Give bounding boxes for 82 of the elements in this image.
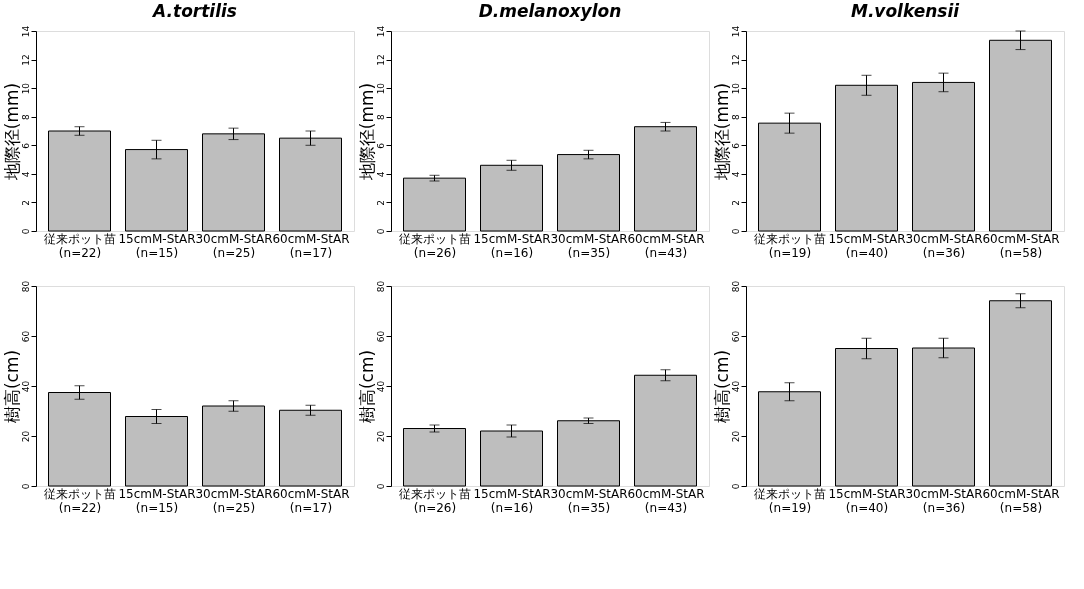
y-tick-label: 20 (375, 430, 386, 443)
x-tick-label: 従来ポット苗 (n=19) (754, 486, 826, 515)
y-tick-label: 40 (730, 380, 741, 393)
y-axis-title: 樹高(cm) (711, 349, 732, 424)
bar (403, 177, 466, 232)
x-tick-label: 15cmM-StAR (n=15) (118, 486, 196, 515)
x-tick-label: 15cmM-StAR (n=40) (828, 231, 906, 260)
y-tick-label: 6 (375, 142, 386, 149)
bar (634, 126, 697, 232)
x-tick-label: 60cmM-StAR (n=17) (272, 486, 350, 515)
y-tick-label: 20 (730, 430, 741, 443)
y-axis-title: 樹高(cm) (1, 349, 22, 424)
y-tick-label: 6 (730, 142, 741, 149)
x-tick-label: 30cmM-StAR (n=25) (195, 231, 273, 260)
y-tick-label: 60 (20, 330, 31, 343)
x-tick-label: 従来ポット苗 (n=26) (399, 231, 471, 260)
x-tick-label: 15cmM-StAR (n=40) (828, 486, 906, 515)
x-tick-label: 従来ポット苗 (n=22) (44, 231, 116, 260)
y-tick-label: 12 (730, 54, 741, 66)
bar (634, 374, 697, 487)
chart-title: D.melanoxylon (478, 1, 622, 22)
x-tick-label: 15cmM-StAR (n=16) (473, 486, 551, 515)
y-tick-label: 60 (730, 330, 741, 343)
bar (202, 405, 265, 487)
y-tick-label: 2 (730, 200, 741, 206)
y-tick-label: 40 (375, 380, 386, 393)
x-tick-label: 従来ポット苗 (n=22) (44, 486, 116, 515)
y-axis-title: 地際径(mm) (356, 82, 377, 182)
bar (557, 154, 620, 232)
y-axis-title: 樹高(cm) (356, 349, 377, 424)
chart-title: M.volkensii (850, 1, 961, 22)
bar (279, 409, 342, 487)
y-tick-label: 2 (20, 200, 31, 206)
y-tick-label: 14 (375, 25, 386, 38)
x-tick-label: 従来ポット苗 (n=19) (754, 231, 826, 260)
y-tick-label: 40 (20, 380, 31, 393)
y-tick-label: 4 (20, 171, 31, 178)
x-tick-label: 15cmM-StAR (n=16) (473, 231, 551, 260)
x-tick-label: 30cmM-StAR (n=35) (550, 231, 628, 260)
y-tick-label: 0 (375, 483, 386, 490)
x-tick-label: 60cmM-StAR (n=43) (627, 231, 705, 260)
y-tick-label: 14 (730, 25, 741, 38)
y-axis-title: 地際径(mm) (1, 82, 22, 182)
y-tick-label: 0 (730, 228, 741, 235)
x-tick-label: 60cmM-StAR (n=58) (982, 486, 1060, 515)
y-tick-label: 80 (730, 280, 741, 293)
x-tick-label: 従来ポット苗 (n=26) (399, 486, 471, 515)
bar (48, 130, 111, 232)
y-tick-label: 12 (375, 54, 386, 66)
y-tick-label: 10 (20, 82, 31, 95)
x-tick-label: 60cmM-StAR (n=17) (272, 231, 350, 260)
chart-title: A.tortilis (151, 1, 237, 22)
x-tick-label: 30cmM-StAR (n=35) (550, 486, 628, 515)
y-tick-label: 10 (730, 82, 741, 95)
y-tick-label: 80 (375, 280, 386, 293)
y-tick-label: 8 (375, 114, 386, 121)
y-tick-label: 0 (375, 228, 386, 235)
x-tick-label: 60cmM-StAR (n=43) (627, 486, 705, 515)
y-tick-label: 6 (20, 142, 31, 149)
x-tick-label: 30cmM-StAR (n=36) (905, 231, 983, 260)
y-tick-label: 20 (20, 430, 31, 443)
y-tick-label: 4 (375, 171, 386, 178)
y-tick-label: 8 (20, 114, 31, 121)
y-tick-label: 12 (20, 54, 31, 66)
y-tick-label: 4 (730, 171, 741, 178)
x-tick-label: 30cmM-StAR (n=36) (905, 486, 983, 515)
y-tick-label: 60 (375, 330, 386, 343)
y-tick-label: 0 (20, 228, 31, 235)
y-tick-label: 14 (20, 25, 31, 38)
x-tick-label: 30cmM-StAR (n=25) (195, 486, 273, 515)
y-tick-label: 0 (730, 483, 741, 490)
bar (557, 420, 620, 487)
y-tick-label: 2 (375, 200, 386, 206)
y-axis-title: 地際径(mm) (711, 82, 732, 182)
y-tick-label: 8 (730, 114, 741, 121)
y-tick-label: 0 (20, 483, 31, 490)
x-tick-label: 15cmM-StAR (n=15) (118, 231, 196, 260)
bar (403, 428, 466, 487)
y-tick-label: 80 (20, 280, 31, 293)
bar (480, 164, 543, 232)
y-tick-label: 10 (375, 82, 386, 95)
x-tick-label: 60cmM-StAR (n=58) (982, 231, 1060, 260)
